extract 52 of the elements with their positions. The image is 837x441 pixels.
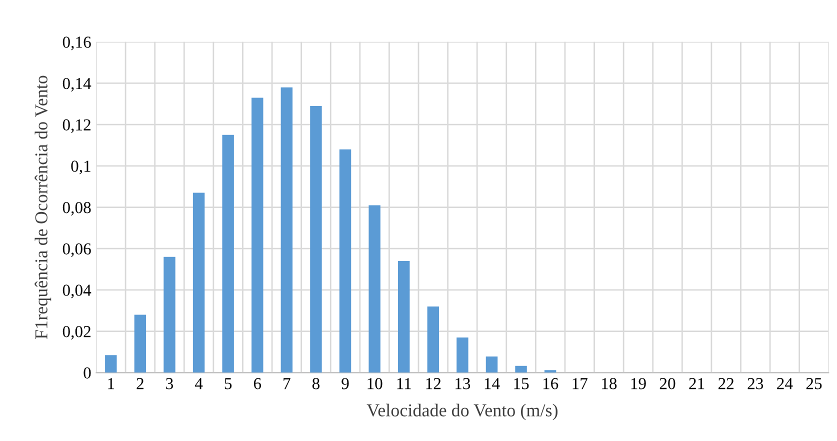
x-tick-label: 2 bbox=[136, 378, 144, 390]
x-tick-label: 3 bbox=[166, 378, 174, 390]
x-tick-label: 1 bbox=[108, 378, 114, 390]
y-tick-label: 0,12 bbox=[62, 119, 90, 133]
x-tick-label: 19 bbox=[631, 378, 646, 390]
bar bbox=[134, 314, 146, 373]
bar bbox=[310, 106, 322, 373]
bar bbox=[222, 134, 234, 373]
x-tick-label: 6 bbox=[254, 378, 262, 390]
x-tick-label: 21 bbox=[689, 378, 704, 390]
x-tick-label: 9 bbox=[342, 378, 349, 390]
y-axis-title: F1requência de Ocorrência do Vento bbox=[34, 76, 52, 339]
bar bbox=[252, 98, 264, 373]
y-tick-label: 0,06 bbox=[62, 243, 91, 257]
x-tick-label: 23 bbox=[748, 378, 764, 390]
x-tick-label: 8 bbox=[312, 378, 320, 390]
bar bbox=[456, 338, 468, 373]
x-tick-label: 5 bbox=[224, 378, 232, 390]
x-tick-label: 17 bbox=[572, 378, 588, 390]
bar bbox=[164, 256, 176, 373]
bar bbox=[280, 87, 293, 373]
bar bbox=[105, 355, 117, 373]
x-tick-label: 13 bbox=[456, 378, 470, 390]
x-tick-label: 11 bbox=[397, 378, 411, 390]
x-tick-label: 22 bbox=[718, 378, 734, 390]
y-tick-label: 0,08 bbox=[62, 202, 91, 216]
bar bbox=[427, 306, 440, 373]
bar bbox=[398, 261, 410, 373]
x-tick-label: 16 bbox=[543, 378, 558, 390]
x-tick-label: 12 bbox=[426, 378, 441, 390]
y-tick-label: 0,16 bbox=[62, 36, 91, 50]
x-tick-label: 25 bbox=[806, 378, 822, 390]
y-tick-label: 0,14 bbox=[62, 78, 92, 92]
bar bbox=[368, 205, 380, 373]
x-tick-label: 18 bbox=[602, 378, 617, 390]
x-axis-title: Velocidade do Vento (m/s) bbox=[366, 404, 558, 420]
x-tick-label: 10 bbox=[368, 378, 382, 390]
x-tick-label: 14 bbox=[484, 378, 500, 390]
x-tick-label: 20 bbox=[660, 378, 676, 390]
x-tick-label: 24 bbox=[777, 378, 793, 390]
x-tick-label: 15 bbox=[514, 378, 529, 390]
bar bbox=[339, 149, 352, 373]
x-tick-label: 4 bbox=[194, 378, 203, 390]
bar bbox=[192, 192, 205, 373]
x-tick-label: 7 bbox=[284, 378, 290, 390]
bar bbox=[544, 370, 556, 373]
y-tick-label: 0 bbox=[84, 367, 91, 379]
y-tick-label: 0,04 bbox=[62, 284, 92, 298]
y-tick-label: 0,1 bbox=[71, 160, 90, 174]
bar bbox=[515, 366, 527, 373]
bar bbox=[486, 356, 498, 373]
y-tick-label: 0,02 bbox=[62, 326, 90, 340]
